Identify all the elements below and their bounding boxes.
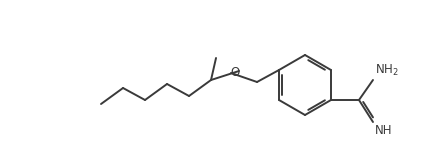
Text: NH: NH — [375, 124, 392, 137]
Text: O: O — [230, 66, 239, 78]
Text: NH$_2$: NH$_2$ — [375, 63, 399, 78]
